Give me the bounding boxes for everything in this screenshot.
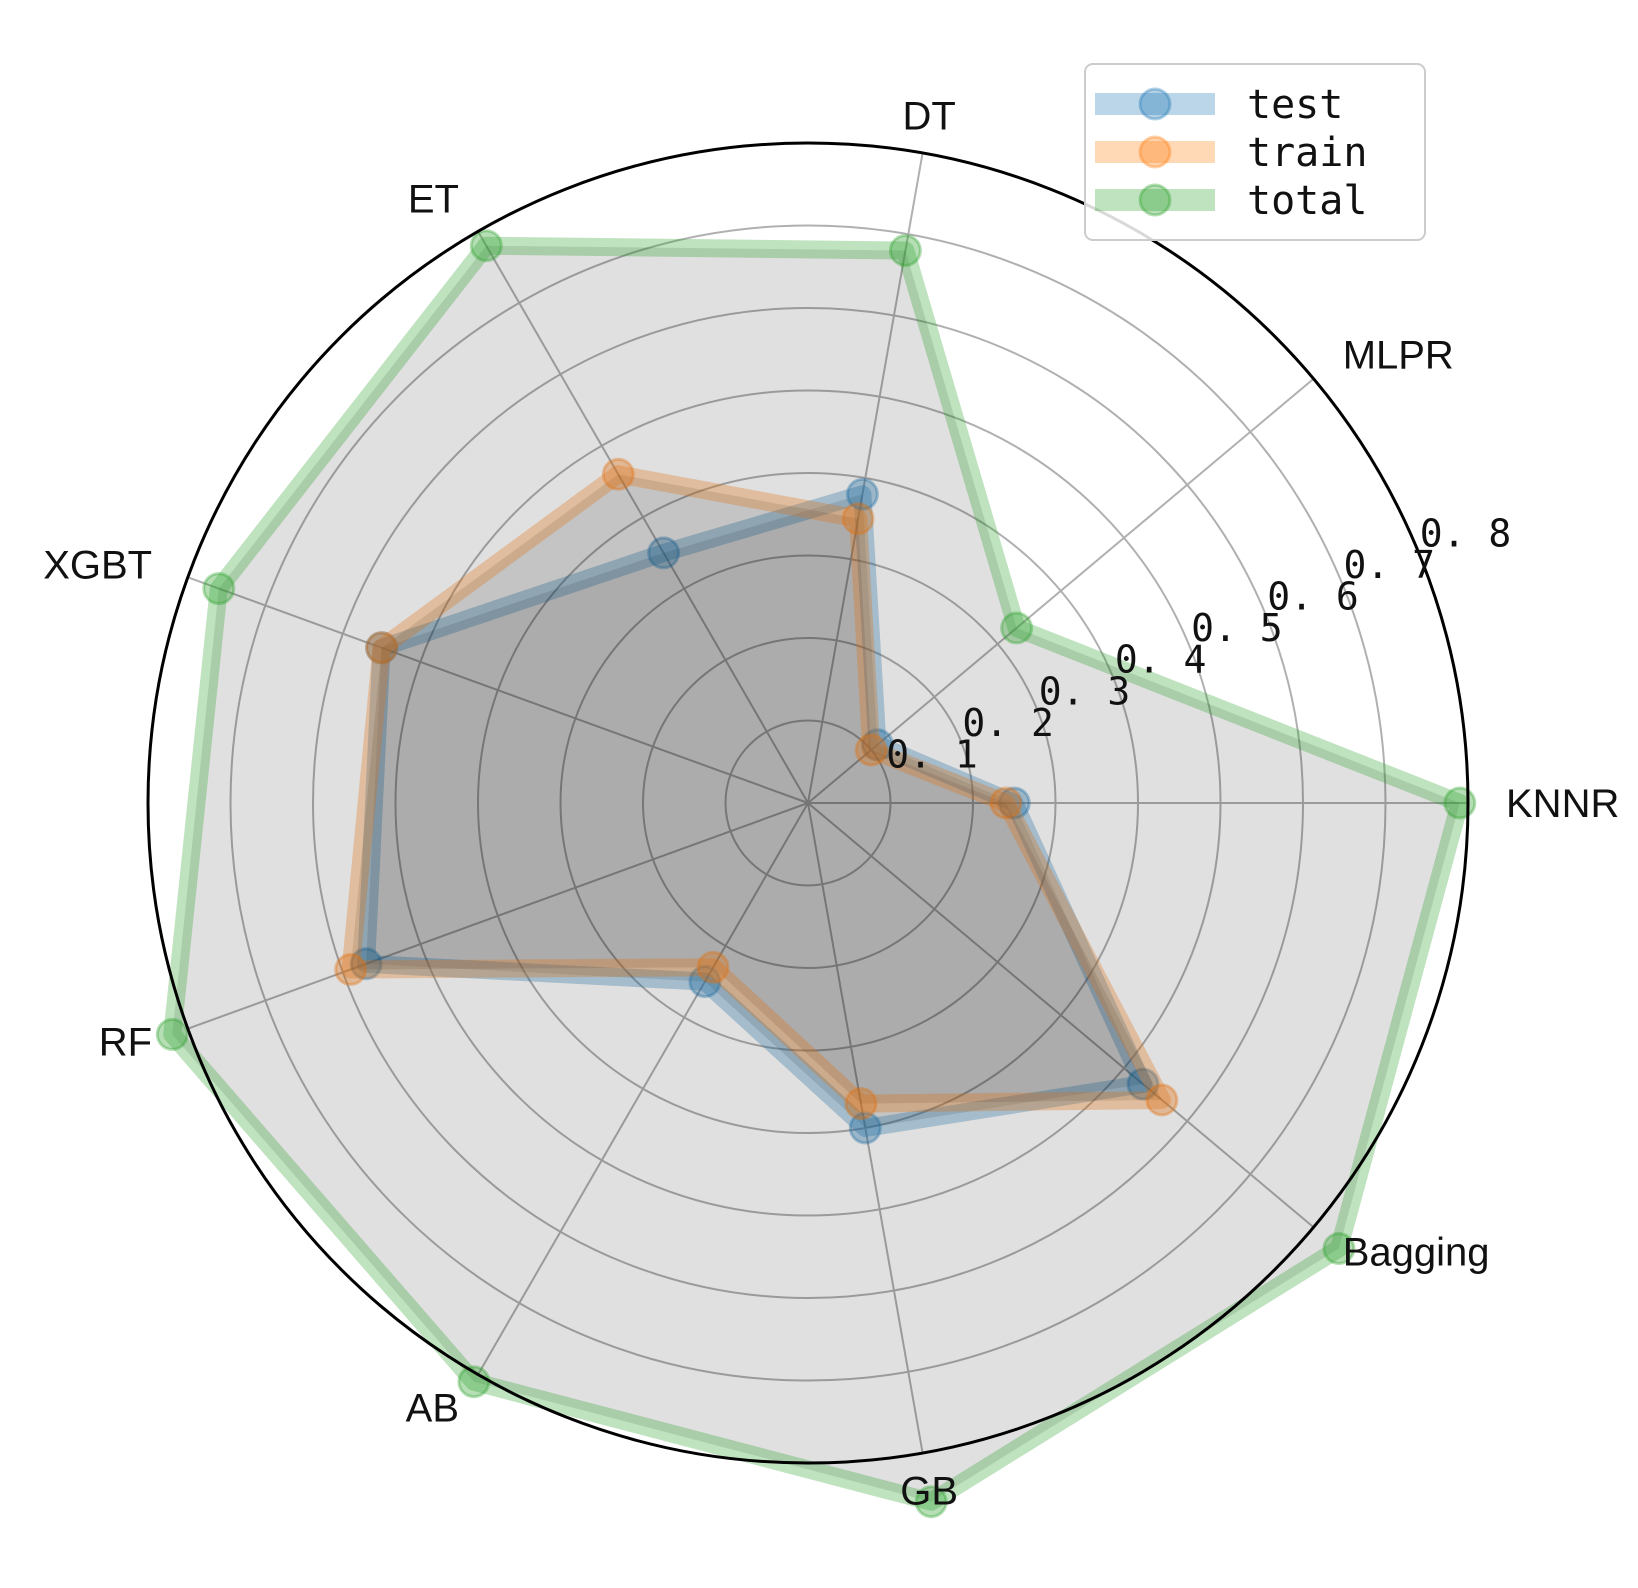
point-total-xgbt xyxy=(202,572,236,606)
category-label-et: ET xyxy=(408,178,459,222)
category-label-knnr: KNNR xyxy=(1506,782,1619,826)
legend-label-train: train xyxy=(1247,130,1367,176)
series-fill-total xyxy=(172,245,1460,1502)
point-total-knnr xyxy=(1443,786,1477,820)
legend-marker-train xyxy=(1138,135,1172,169)
point-test-rf xyxy=(349,947,383,981)
point-total-et xyxy=(469,229,503,263)
series-line-train xyxy=(341,465,1171,1113)
point-train-rf xyxy=(334,953,368,986)
spoke-ab xyxy=(477,802,809,1376)
labels-layer: 0. 10. 20. 30. 40. 50. 60. 70. 8 KNNR MLPR… xyxy=(43,95,1619,1514)
radial-grid xyxy=(187,152,1468,1454)
category-label-gb: GB xyxy=(900,1469,958,1513)
r-tick-label-7: 0. 7 xyxy=(1344,543,1436,587)
r-tick-label-5: 0. 5 xyxy=(1191,606,1283,650)
spoke-gb xyxy=(807,802,924,1454)
category-label-mlpr: MLPR xyxy=(1343,333,1454,377)
point-total-bagging xyxy=(1322,1232,1356,1265)
point-train-dt xyxy=(841,502,875,536)
point-train-knnr xyxy=(989,786,1023,820)
r-tick-label-3: 0. 3 xyxy=(1039,669,1131,713)
spoke-dt xyxy=(807,152,924,804)
point-test-bagging xyxy=(1126,1067,1160,1101)
series-line-test xyxy=(357,485,1152,1137)
legend-marker-test xyxy=(1138,87,1172,121)
point-train-mlpr xyxy=(854,733,888,767)
r-tick-label-6: 0. 6 xyxy=(1267,575,1359,619)
r-tick-label-1: 0. 1 xyxy=(886,732,978,776)
point-train-bagging xyxy=(1145,1083,1179,1117)
category-label-rf: RF xyxy=(99,1021,152,1065)
series-fill-train xyxy=(350,474,1162,1104)
point-test-et xyxy=(647,536,681,570)
point-total-gb xyxy=(914,1485,948,1519)
point-test-knnr xyxy=(997,786,1031,820)
r-tick-label-8: 0. 8 xyxy=(1420,511,1512,555)
point-train-et xyxy=(601,457,635,491)
spoke-et xyxy=(477,230,809,804)
spoke-xgbt xyxy=(187,576,809,804)
point-total-dt xyxy=(888,234,922,267)
legend-label-total: total xyxy=(1247,178,1367,224)
point-test-gb xyxy=(848,1111,882,1145)
category-label-bagging: Bagging xyxy=(1343,1231,1490,1275)
point-total-rf xyxy=(155,1017,189,1051)
point-train-gb xyxy=(844,1087,878,1121)
category-label-ab: AB xyxy=(406,1387,459,1431)
legend-label-test: test xyxy=(1247,82,1343,128)
category-label-xgbt: XGBT xyxy=(43,543,152,587)
r-tick-label-2: 0. 2 xyxy=(962,701,1054,745)
point-train-xgbt xyxy=(365,631,399,665)
point-test-mlpr xyxy=(861,728,894,762)
legend-box xyxy=(1084,63,1426,241)
series-layer xyxy=(155,229,1477,1519)
outer-frame xyxy=(146,141,1470,1465)
point-test-ab xyxy=(688,965,722,999)
point-train-ab xyxy=(696,950,730,984)
legend-marker-total xyxy=(1138,183,1172,217)
spoke-rf xyxy=(187,802,809,1030)
series-fill-test xyxy=(366,494,1144,1128)
r-tick-label-4: 0. 4 xyxy=(1115,638,1207,682)
spoke-mlpr xyxy=(807,377,1315,804)
spoke-bagging xyxy=(807,802,1315,1229)
category-label-dt: DT xyxy=(903,95,956,139)
point-total-mlpr xyxy=(1000,611,1034,645)
point-test-dt xyxy=(845,477,879,511)
point-test-xgbt xyxy=(365,631,399,665)
